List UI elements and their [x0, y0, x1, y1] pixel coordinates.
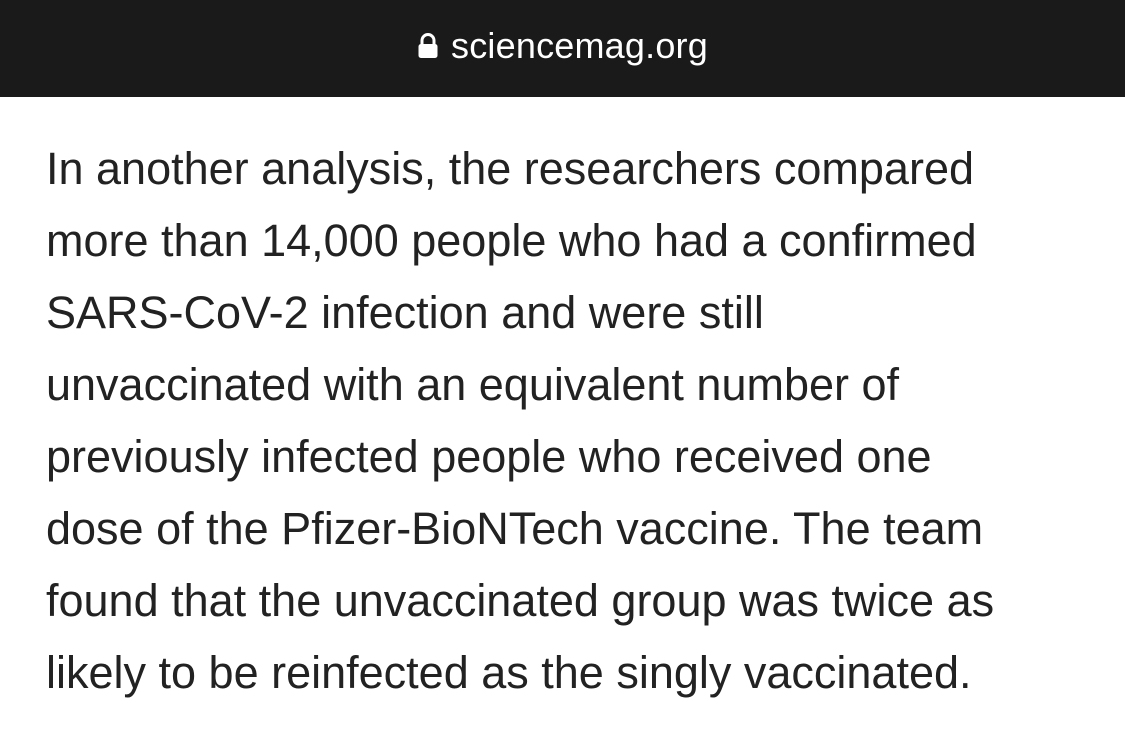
article-line: In another analysis, the researchers com…	[46, 143, 974, 194]
article-line: previously infected people who received …	[46, 431, 932, 482]
article-line: dose of the Pfizer-BioNTech vaccine. The…	[46, 503, 984, 554]
article-line: unvaccinated with an equivalent number o…	[46, 359, 900, 410]
url-bar[interactable]: sciencemag.org	[0, 0, 1125, 97]
article-line: SARS-CoV-2 infection and were still	[46, 287, 764, 338]
article-line: found that the unvaccinated group was tw…	[46, 575, 995, 626]
article-text: In another analysis, the researchers com…	[46, 133, 1106, 709]
url-display[interactable]: sciencemag.org	[417, 25, 708, 67]
article-line: likely to be reinfected as the singly va…	[46, 647, 972, 698]
url-text[interactable]: sciencemag.org	[451, 24, 708, 66]
article-line: more than 14,000 people who had a confir…	[46, 215, 977, 266]
lock-icon	[417, 32, 439, 59]
